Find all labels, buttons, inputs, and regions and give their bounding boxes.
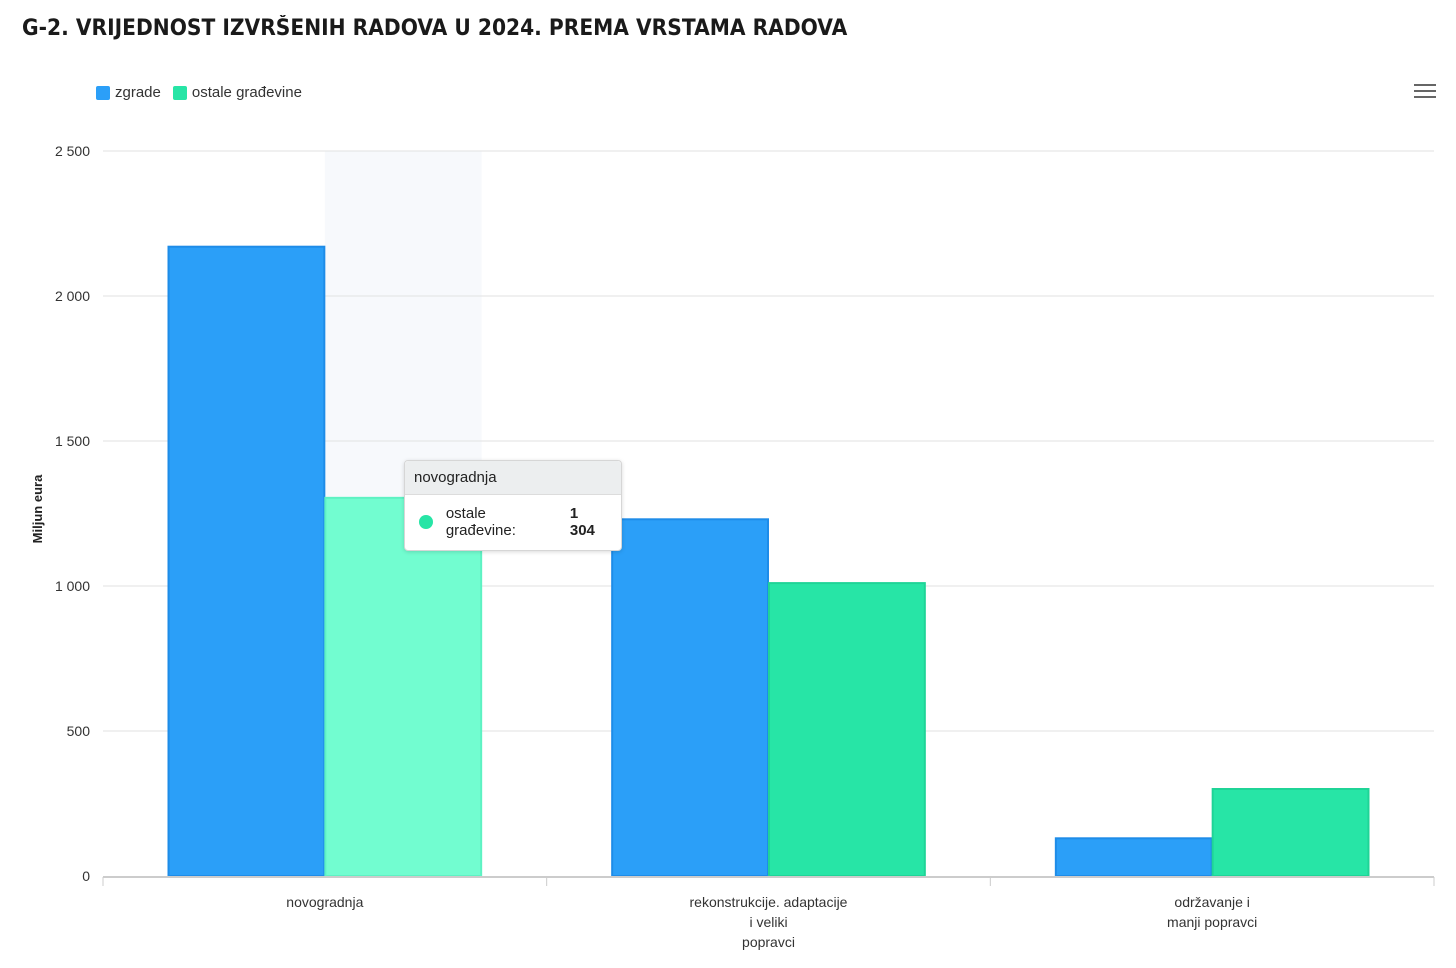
y-tick-label: 1 000 <box>55 578 90 594</box>
bar-zgrade[interactable] <box>1054 837 1213 877</box>
legend-label-ostale-gradevine: ostale građevine <box>191 84 302 101</box>
x-category-label: i veliki <box>749 914 787 930</box>
y-tick-label: 1 500 <box>55 433 90 449</box>
tooltip-row: ostale građevine: 1 304 <box>405 495 621 550</box>
legend-swatch-zgrade <box>96 85 110 100</box>
bar-ostale-gradevine[interactable] <box>768 582 926 877</box>
tooltip-series-label: ostale građevine: <box>445 505 516 539</box>
x-category-label: popravci <box>742 934 795 950</box>
bar-ostale-gradevine[interactable] <box>324 496 483 877</box>
hamburger-menu-icon[interactable] <box>1414 84 1436 100</box>
y-tick-label: 2 500 <box>55 143 90 159</box>
bar-ostale-gradevine[interactable] <box>1211 788 1370 877</box>
y-tick-label: 0 <box>82 868 90 884</box>
y-tick-label: 500 <box>67 723 91 739</box>
chart-title: G-2. VRIJEDNOST IZVRŠENIH RADOVA U 2024.… <box>22 16 848 41</box>
y-tick-label: 2 000 <box>55 288 90 304</box>
legend-item-zgrade[interactable]: zgrade <box>96 84 161 101</box>
bar-zgrade[interactable] <box>611 518 770 877</box>
tooltip-value: 1 304 <box>569 505 595 539</box>
legend-swatch-ostale-gradevine <box>172 85 187 100</box>
x-category-label: rekonstrukcije. adaptacije <box>690 894 848 910</box>
tooltip: novogradnja ostale građevine: 1 304 <box>404 460 622 551</box>
bar-zgrade[interactable] <box>167 245 326 877</box>
x-category-label: novogradnja <box>286 894 363 910</box>
tooltip-series-dot <box>419 515 433 529</box>
x-category-label: održavanje i <box>1174 894 1250 910</box>
legend-item-ostale-gradevine[interactable]: ostale građevine <box>172 84 302 101</box>
legend: zgrade ostale građevine <box>96 84 302 101</box>
x-category-label: manji popravci <box>1167 914 1257 930</box>
tooltip-header: novogradnja <box>405 461 621 495</box>
y-axis-title: Miljun eura <box>30 474 45 543</box>
legend-label-zgrade: zgrade <box>115 84 161 101</box>
